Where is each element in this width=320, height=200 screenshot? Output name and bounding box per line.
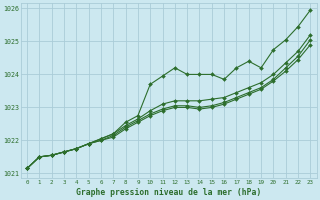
X-axis label: Graphe pression niveau de la mer (hPa): Graphe pression niveau de la mer (hPa) — [76, 188, 261, 197]
